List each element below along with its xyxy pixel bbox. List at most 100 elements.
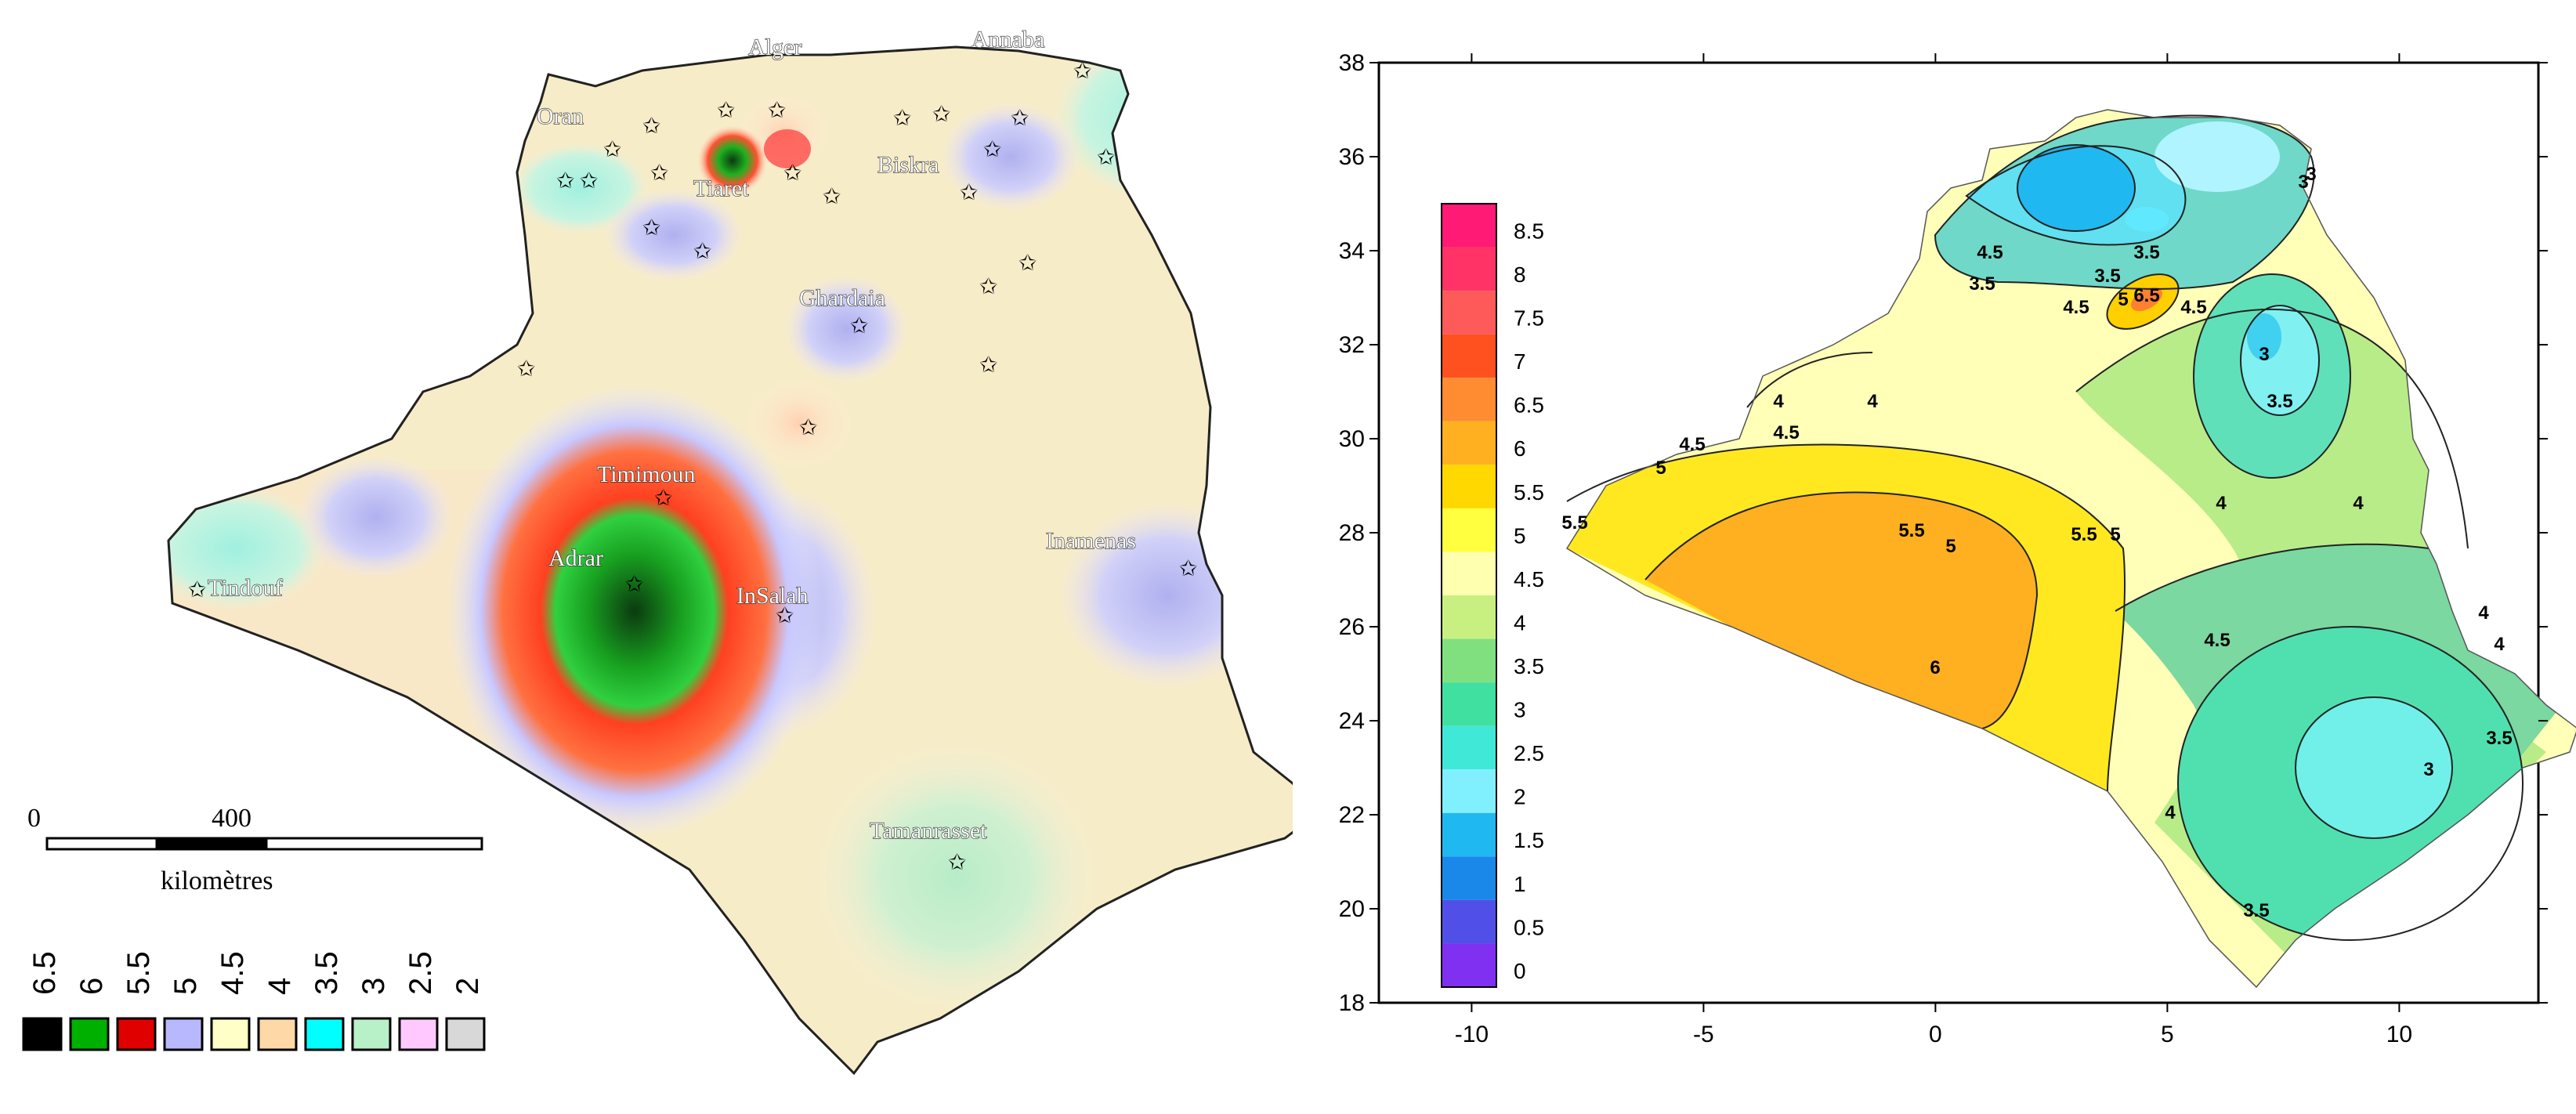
y-tick-label: 26 <box>1339 614 1365 640</box>
colorbar-swatch <box>1442 465 1496 508</box>
contour-label: 6 <box>1930 657 1940 678</box>
scale-bar: 0 400 kilomètres <box>27 804 483 895</box>
contour-label: 4 <box>2353 493 2364 514</box>
city-label-inamenas: Inamenas <box>1046 528 1136 554</box>
city-label-timimoun: Timimoun <box>597 461 696 487</box>
colorbar-swatch <box>1442 378 1496 421</box>
city-label-annaba: Annaba <box>971 27 1044 52</box>
y-tick-label: 30 <box>1339 426 1365 452</box>
x-tick-label: 0 <box>1929 1022 1942 1047</box>
contour-label: 3.5 <box>2486 728 2512 749</box>
y-tick-label: 20 <box>1339 896 1365 922</box>
x-tick-label: 10 <box>2386 1022 2412 1047</box>
contour-label: 5 <box>1945 536 1956 557</box>
contour-label: 5.5 <box>1898 520 1924 541</box>
station-star-icon: ✩ <box>850 313 868 338</box>
legend-label: 3 <box>356 978 391 995</box>
scale-start-label: 0 <box>27 804 41 833</box>
colorbar-label: 4.5 <box>1514 567 1544 591</box>
contour-label: 3.5 <box>2094 266 2120 287</box>
station-star-icon: ✩ <box>823 183 841 209</box>
colorbar-label: 6.5 <box>1514 393 1544 418</box>
legend-swatch <box>210 1017 251 1051</box>
station-star-icon: ✩ <box>932 101 950 127</box>
colorbar-label: 4 <box>1514 610 1526 635</box>
colorbar-swatch <box>1442 812 1496 857</box>
station-star-icon: ✩ <box>625 571 643 597</box>
station-star-icon: ✩ <box>642 113 660 139</box>
y-tick-label: 28 <box>1339 520 1365 546</box>
y-tick-label: 18 <box>1339 990 1365 1016</box>
contour-label: 4 <box>2494 634 2505 655</box>
station-star-icon: ✩ <box>783 160 801 186</box>
colorbar-label: 5.5 <box>1514 480 1544 505</box>
colorbar-label: 7.5 <box>1514 306 1544 331</box>
colorbar-swatch <box>1442 682 1496 726</box>
contour-label: 4 <box>1867 391 1878 412</box>
city-label-oran: Oran <box>537 103 584 129</box>
legend-swatch <box>69 1017 110 1051</box>
right-map-svg: 6 5 5.5 5.5 5 4.5 4.5 4 4 4.5 4 4 4 3.5 3 3.5 3.5 3 4 3.5 3.… <box>1339 50 2576 1047</box>
station-star-icon: ✩ <box>979 352 997 378</box>
legend-swatch <box>304 1017 345 1051</box>
contour-label: 4 <box>2165 802 2176 823</box>
colorbar-swatch <box>1442 595 1496 639</box>
city-label-biskra: Biskra <box>877 152 939 178</box>
colorbar-swatch <box>1442 638 1496 683</box>
station-star-icon: ✩ <box>768 97 786 123</box>
station-star-icon: ✩ <box>1018 250 1037 276</box>
station-star-icon: ✩ <box>893 105 911 131</box>
colorbar-swatch <box>1442 725 1496 770</box>
city-label-ghardaia: Ghardaia <box>799 285 885 311</box>
country-border <box>167 45 1293 1076</box>
station-star-icon: ✩ <box>983 136 1001 162</box>
y-tick-label: 22 <box>1339 802 1365 828</box>
contour-label: 4 <box>2216 493 2227 514</box>
contour-label: 3.5 <box>1969 273 1995 295</box>
right-map-panel: 6 5 5.5 5.5 5 4.5 4.5 4 4 4.5 4 4 4 3.5 3 3.5 3.5 3 4 3.5 3.… <box>1293 0 2576 1114</box>
station-star-icon: ✩ <box>717 97 735 123</box>
legend-label: 5.5 <box>121 951 156 995</box>
y-tick-label: 24 <box>1339 708 1365 734</box>
station-star-icon: ✩ <box>693 238 711 264</box>
station-star-icon: ✩ <box>654 485 672 511</box>
contour-label: 4.5 <box>2204 630 2230 651</box>
colorbar-label: 1.5 <box>1514 828 1544 852</box>
city-label-tamanrasset: Tamanrasset <box>870 818 987 844</box>
y-tick-label: 32 <box>1339 332 1365 358</box>
colorbar-label: 8.5 <box>1514 219 1544 243</box>
contour-label: 4.5 <box>1679 434 1705 455</box>
contour-lines <box>1566 114 2524 941</box>
legend-swatch <box>445 1017 486 1051</box>
left-map-svg: ✩ ✩ ✩ ✩ ✩ ✩ ✩ ✩ ✩ ✩ ✩ ✩ ✩ ✩ ✩ ✩ ✩ ✩ ✩ ✩ … <box>22 26 1293 1076</box>
station-star-icon: ✩ <box>556 168 574 194</box>
legend-label: 2 <box>450 978 485 995</box>
colorbar-label: 8 <box>1514 262 1526 287</box>
station-star-icon: ✩ <box>776 602 794 628</box>
contour-label: 4.5 <box>2063 297 2089 318</box>
contour-label: 3 <box>2423 759 2433 780</box>
legend-label: 3.5 <box>309 951 344 995</box>
contour-labels: 655.5 5.554.54.54 44.54 443.533.53.5343.53.… <box>1561 164 2512 921</box>
contour-label: 5 <box>2118 289 2128 310</box>
station-star-icon: ✩ <box>799 414 817 440</box>
colorbar-swatch <box>1442 943 1496 987</box>
colorbar-swatch <box>1442 247 1496 291</box>
colorbar-label: 5 <box>1514 523 1526 548</box>
city-label-insalah: InSalah <box>736 583 809 609</box>
y-tick-label: 36 <box>1339 144 1365 170</box>
colorbar: 8.5 8 7.5 7 6.5 6 5.5 5 4.5 4 3.5 3 2.5 2 1.5 1 0.5 0 <box>1441 203 1544 988</box>
station-star-icon: ✩ <box>1073 58 1091 84</box>
contour-label: 3 <box>2306 164 2316 185</box>
colorbar-label: 3.5 <box>1514 654 1544 678</box>
scale-mid-label: 400 <box>212 804 251 833</box>
y-tick-label: 38 <box>1339 50 1365 76</box>
station-star-icon: ✩ <box>603 136 621 162</box>
contour-label: 3.5 <box>2267 391 2292 412</box>
contour-label: 5 <box>1655 458 1666 479</box>
contour-label: 4 <box>1773 391 1784 412</box>
legend-swatch <box>351 1017 392 1051</box>
legend-swatch <box>257 1017 298 1051</box>
contour-label: 5 <box>2110 524 2120 545</box>
colorbar-label: 2.5 <box>1514 741 1544 765</box>
